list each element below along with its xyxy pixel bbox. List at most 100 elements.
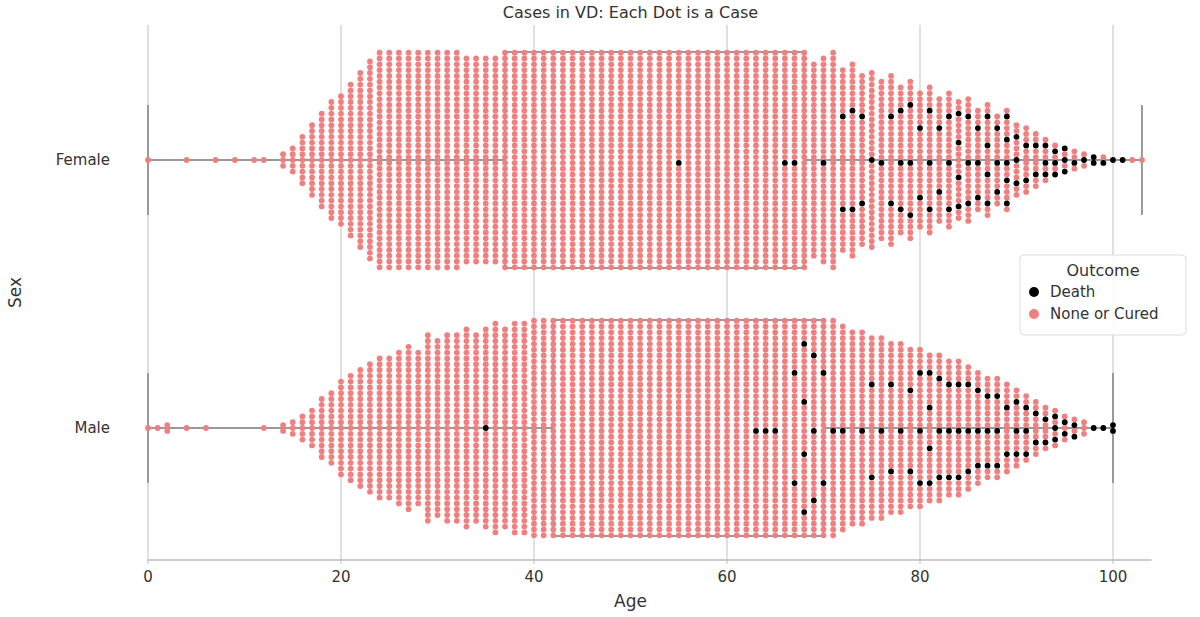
dot bbox=[406, 73, 412, 79]
dot bbox=[753, 218, 759, 224]
dot bbox=[444, 224, 450, 230]
dot bbox=[579, 50, 585, 56]
dot bbox=[657, 61, 663, 67]
dot bbox=[811, 172, 817, 178]
dot bbox=[589, 160, 595, 166]
dot bbox=[811, 241, 817, 247]
dot bbox=[357, 146, 363, 152]
dot bbox=[435, 108, 441, 114]
dot bbox=[676, 172, 682, 178]
dot bbox=[483, 143, 489, 149]
dot bbox=[521, 218, 527, 224]
dot bbox=[570, 166, 576, 172]
dot bbox=[753, 50, 759, 56]
dot bbox=[705, 85, 711, 91]
dot bbox=[666, 148, 672, 154]
dot bbox=[676, 253, 682, 259]
dot bbox=[647, 108, 653, 114]
dot bbox=[406, 224, 412, 230]
dot bbox=[512, 114, 518, 120]
dot bbox=[782, 253, 788, 259]
dot bbox=[570, 61, 576, 67]
dot bbox=[348, 198, 354, 204]
dot bbox=[570, 125, 576, 131]
dot bbox=[435, 90, 441, 96]
dot bbox=[705, 131, 711, 137]
dot bbox=[473, 160, 479, 166]
dot bbox=[705, 61, 711, 67]
dot bbox=[406, 125, 412, 131]
dot bbox=[734, 206, 740, 212]
dot bbox=[493, 160, 499, 166]
dot bbox=[734, 224, 740, 230]
dot bbox=[512, 235, 518, 241]
dot bbox=[608, 114, 614, 120]
dot bbox=[792, 172, 798, 178]
dot bbox=[637, 241, 643, 247]
dot bbox=[724, 224, 730, 230]
dot bbox=[666, 137, 672, 143]
dot bbox=[531, 224, 537, 230]
dot bbox=[647, 230, 653, 236]
dot bbox=[801, 114, 807, 120]
dot bbox=[570, 201, 576, 207]
dot bbox=[801, 253, 807, 259]
dot bbox=[792, 241, 798, 247]
dot bbox=[734, 119, 740, 125]
dot bbox=[579, 131, 585, 137]
dot bbox=[579, 218, 585, 224]
dot bbox=[521, 114, 527, 120]
dot bbox=[531, 108, 537, 114]
dot bbox=[473, 212, 479, 218]
dot bbox=[521, 195, 527, 201]
dot bbox=[435, 143, 441, 149]
dot bbox=[367, 93, 373, 99]
dot bbox=[792, 56, 798, 62]
dot bbox=[435, 183, 441, 189]
dot bbox=[338, 99, 344, 105]
dot bbox=[579, 148, 585, 154]
dot bbox=[502, 241, 508, 247]
dot bbox=[425, 235, 431, 241]
dot bbox=[830, 177, 836, 183]
dot bbox=[531, 241, 537, 247]
dot bbox=[550, 61, 556, 67]
dot bbox=[367, 70, 373, 76]
dot bbox=[531, 201, 537, 207]
dot bbox=[454, 235, 460, 241]
dot bbox=[734, 131, 740, 137]
dot bbox=[521, 143, 527, 149]
dot bbox=[357, 82, 363, 88]
dot bbox=[686, 131, 692, 137]
dot bbox=[531, 114, 537, 120]
dot bbox=[396, 102, 402, 108]
dot bbox=[801, 108, 807, 114]
dot bbox=[686, 183, 692, 189]
dot bbox=[464, 119, 470, 125]
dot bbox=[464, 90, 470, 96]
dot bbox=[695, 172, 701, 178]
dot bbox=[714, 201, 720, 207]
dot bbox=[406, 108, 412, 114]
dot bbox=[415, 56, 421, 62]
dot bbox=[782, 160, 788, 166]
dot bbox=[647, 114, 653, 120]
dot bbox=[772, 201, 778, 207]
dot bbox=[628, 102, 634, 108]
dot bbox=[386, 177, 392, 183]
dot bbox=[415, 114, 421, 120]
dot bbox=[811, 114, 817, 120]
dot bbox=[734, 61, 740, 67]
dot bbox=[724, 218, 730, 224]
dot bbox=[637, 79, 643, 85]
dot bbox=[772, 183, 778, 189]
dot bbox=[637, 247, 643, 253]
dot bbox=[521, 131, 527, 137]
dot bbox=[686, 247, 692, 253]
dot bbox=[560, 90, 566, 96]
dot bbox=[811, 235, 817, 241]
dot bbox=[550, 160, 556, 166]
dot bbox=[560, 172, 566, 178]
dot bbox=[435, 247, 441, 253]
dot bbox=[444, 125, 450, 131]
